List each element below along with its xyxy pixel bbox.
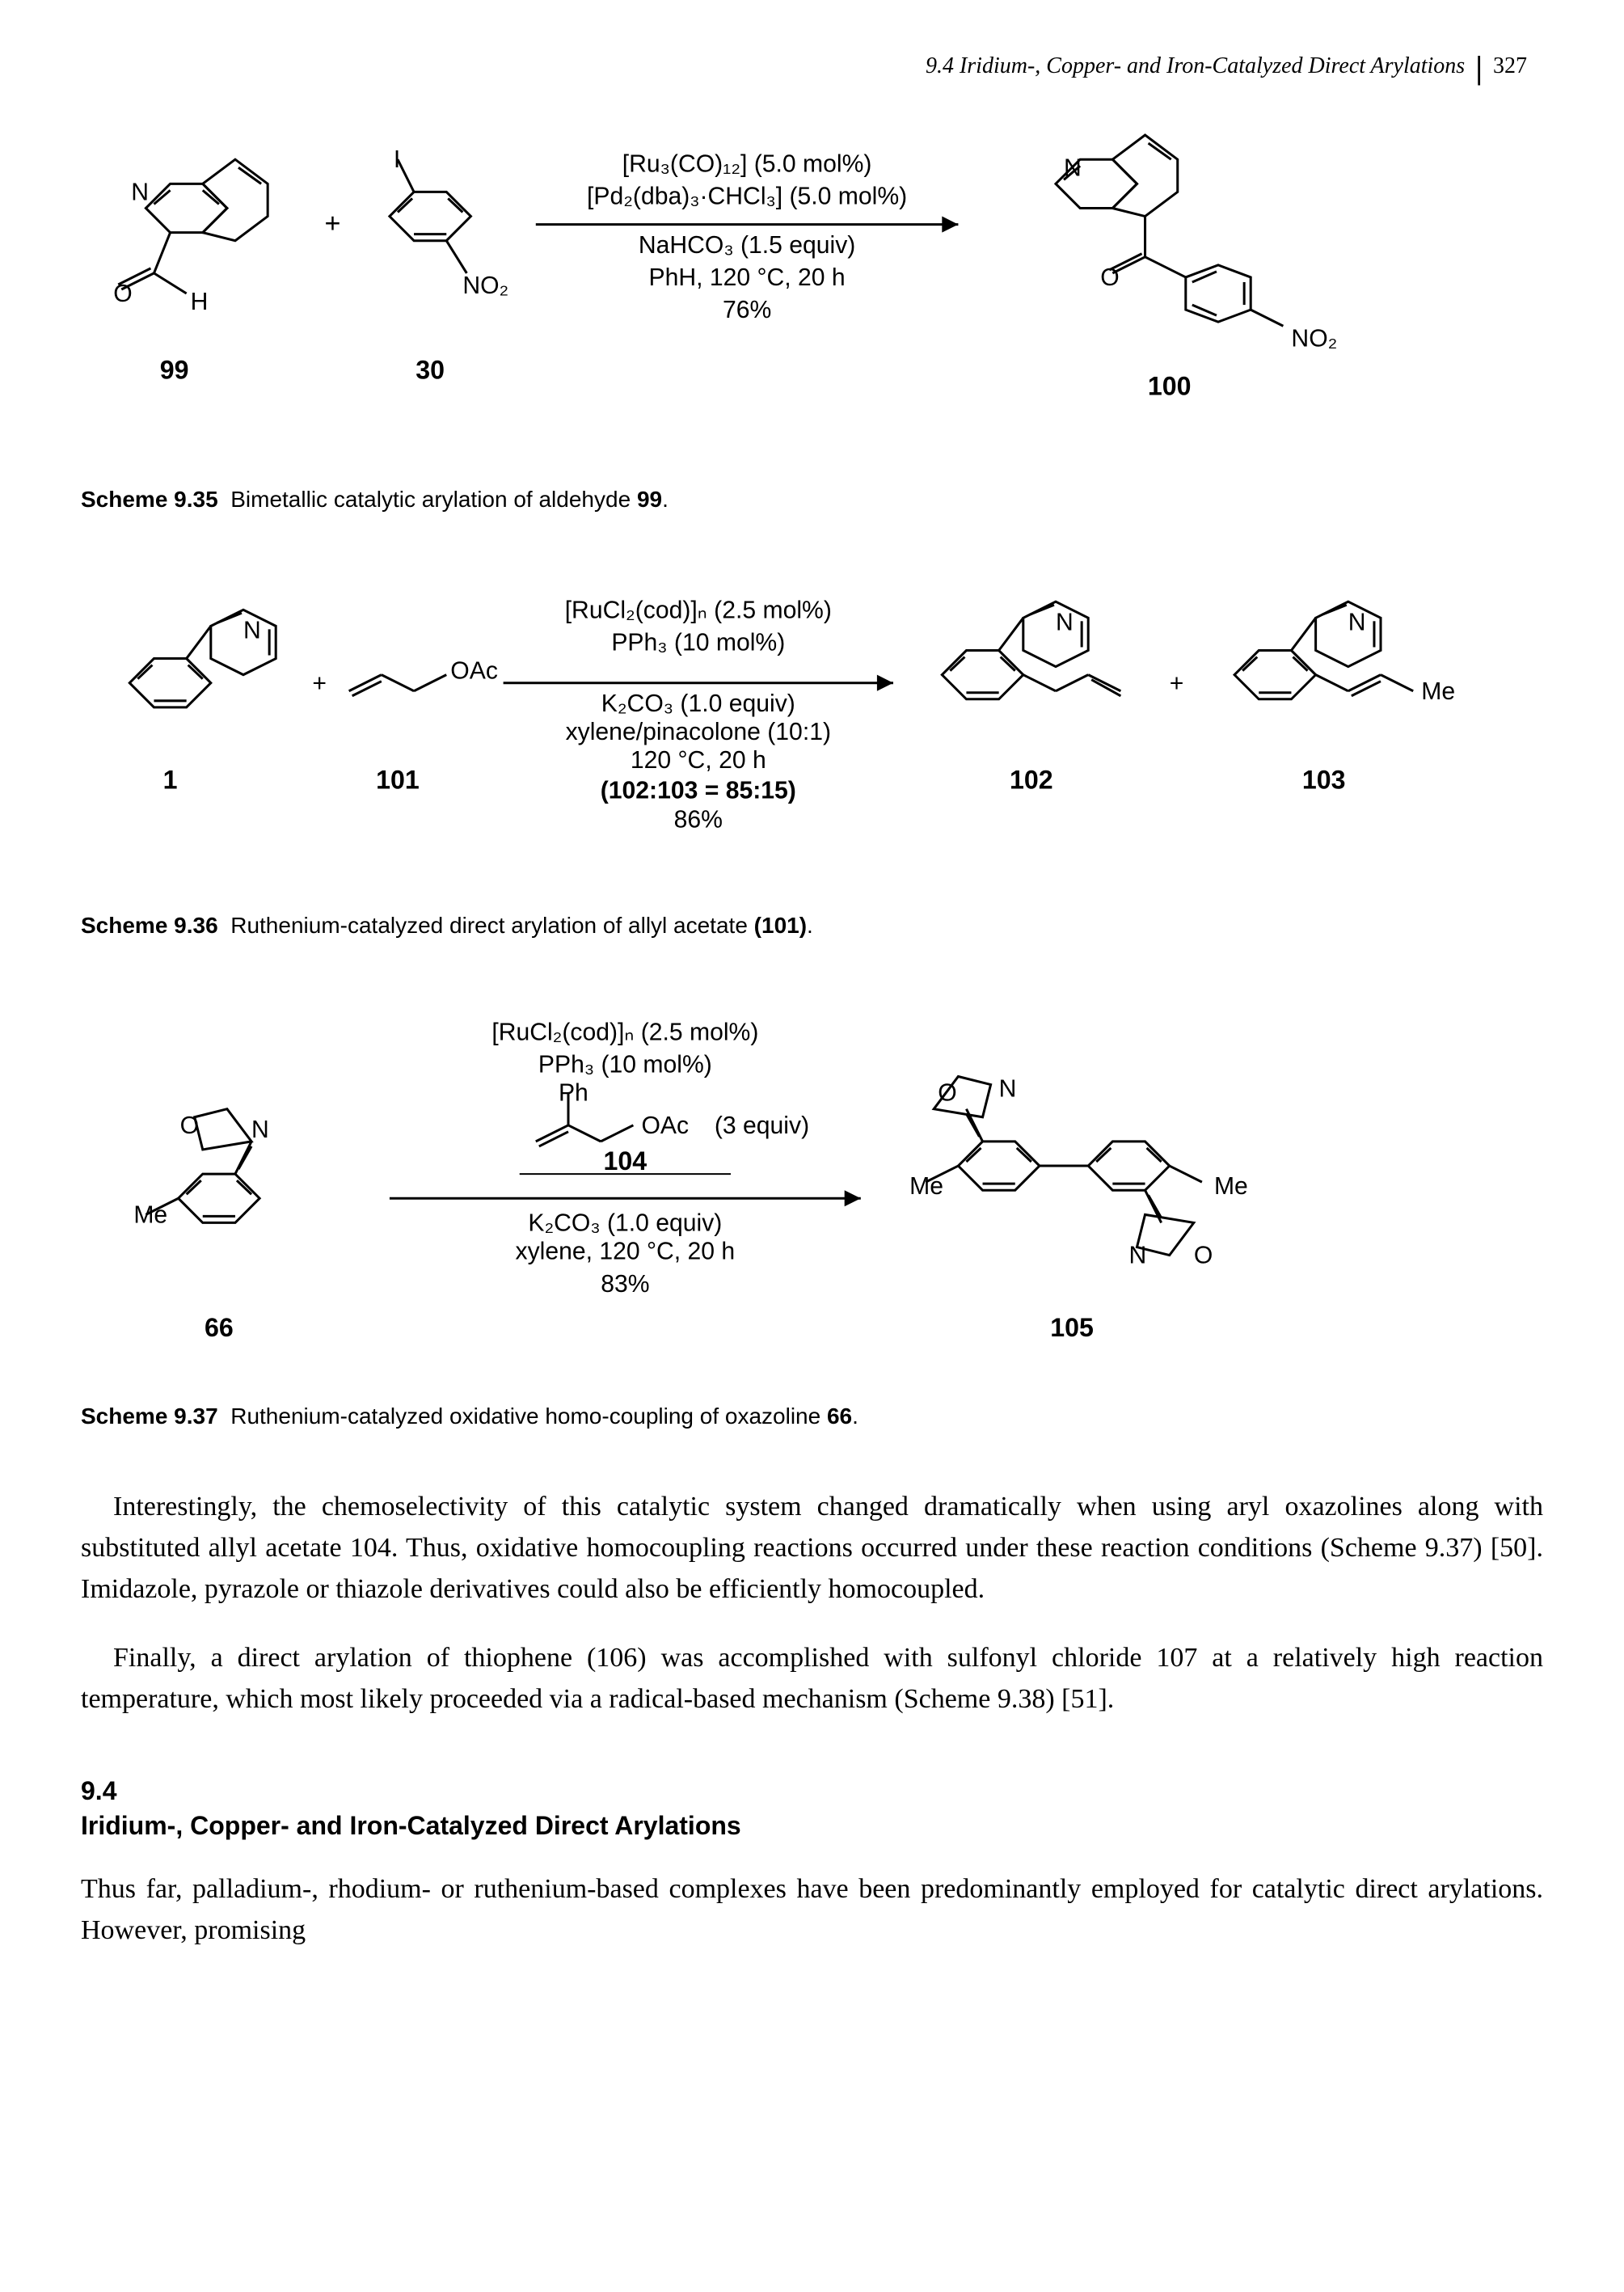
svg-text:83%: 83% xyxy=(601,1271,649,1298)
svg-text:Me: Me xyxy=(909,1173,943,1200)
svg-text:N: N xyxy=(251,1116,269,1143)
scheme-text: Ruthenium-catalyzed oxidative homo-coupl… xyxy=(230,1403,820,1429)
svg-text:O: O xyxy=(1194,1243,1213,1269)
scheme-9-35-svg: O H N I NO₂ + O N NO₂ [Ru₃(CO)₁₂] (5.0 m… xyxy=(81,127,1543,468)
section-title: Iridium-, Copper- and Iron-Catalyzed Dir… xyxy=(81,1811,741,1840)
header-running-title: 9.4 Iridium-, Copper- and Iron-Catalyzed… xyxy=(926,53,1465,78)
page-number: 327 xyxy=(1493,53,1527,78)
svg-text:N: N xyxy=(1064,154,1082,181)
paragraph-1: Interestingly, the chemoselectivity of t… xyxy=(81,1486,1543,1610)
header-divider: | xyxy=(1475,49,1483,86)
svg-text:K₂CO₃ (1.0 equiv): K₂CO₃ (1.0 equiv) xyxy=(601,690,795,717)
section-heading-9-4: 9.4 Iridium-, Copper- and Iron-Catalyzed… xyxy=(81,1776,1543,1841)
svg-text:[RuCl₂(cod)]ₙ (2.5 mol%): [RuCl₂(cod)]ₙ (2.5 mol%) xyxy=(565,597,832,623)
svg-text:PPh₃ (10 mol%): PPh₃ (10 mol%) xyxy=(538,1052,712,1078)
scheme-text: Bimetallic catalytic arylation of aldehy… xyxy=(230,487,631,512)
scheme-9-35: O H N I NO₂ + O N NO₂ [Ru₃(CO)₁₂] (5.0 m… xyxy=(81,127,1543,513)
section-num: 9.4 xyxy=(81,1776,1543,1806)
scheme-label: Scheme 9.37 xyxy=(81,1403,218,1429)
svg-text:N: N xyxy=(243,618,261,644)
svg-text:+: + xyxy=(1170,670,1184,697)
svg-text:OAc: OAc xyxy=(641,1112,689,1139)
svg-text:103: 103 xyxy=(1302,765,1346,794)
svg-text:H: H xyxy=(191,289,209,315)
svg-text:xylene, 120 °C, 20 h: xylene, 120 °C, 20 h xyxy=(516,1239,736,1265)
scheme-num: (101) xyxy=(754,913,807,938)
scheme-9-37: Me O N [RuCl₂(cod)]ₙ (2.5 mol%) PPh₃ (10… xyxy=(81,995,1543,1429)
svg-text:O: O xyxy=(180,1112,199,1139)
svg-text:PPh₃ (10 mol%): PPh₃ (10 mol%) xyxy=(611,630,785,656)
scheme-9-36-caption: Scheme 9.36 Ruthenium-catalyzed direct a… xyxy=(81,913,1543,939)
svg-text:101: 101 xyxy=(376,765,420,794)
svg-text:30: 30 xyxy=(415,356,445,385)
svg-text:OAc: OAc xyxy=(450,658,498,685)
svg-text:+: + xyxy=(312,670,327,697)
svg-text:(3 equiv): (3 equiv) xyxy=(715,1112,809,1139)
scheme-num: 99 xyxy=(637,487,662,512)
svg-text:[Ru₃(CO)₁₂] (5.0 mol%): [Ru₃(CO)₁₂] (5.0 mol%) xyxy=(622,150,872,177)
svg-text:76%: 76% xyxy=(723,297,771,323)
svg-text:Me: Me xyxy=(1421,678,1455,705)
svg-text:I: I xyxy=(394,146,400,173)
scheme-label: Scheme 9.35 xyxy=(81,487,218,512)
scheme-text: Ruthenium-catalyzed direct arylation of … xyxy=(230,913,748,938)
scheme-label: Scheme 9.36 xyxy=(81,913,218,938)
svg-text:N: N xyxy=(1056,609,1074,635)
svg-text:104: 104 xyxy=(604,1146,647,1176)
svg-text:N: N xyxy=(1348,609,1366,635)
svg-text:Me: Me xyxy=(133,1201,167,1228)
running-header: 9.4 Iridium-, Copper- and Iron-Catalyzed… xyxy=(81,49,1543,87)
svg-text:NO₂: NO₂ xyxy=(462,272,508,299)
svg-text:NO₂: NO₂ xyxy=(1291,325,1337,352)
svg-text:66: 66 xyxy=(205,1313,234,1342)
svg-text:99: 99 xyxy=(160,356,189,385)
scheme-9-35-caption: Scheme 9.35 Bimetallic catalytic arylati… xyxy=(81,487,1543,513)
para1-text: Interestingly, the chemoselectivity of t… xyxy=(81,1492,1543,1604)
para3-text: Thus far, palladium-, rhodium- or ruthen… xyxy=(81,1874,1543,1945)
svg-text:O: O xyxy=(938,1080,956,1107)
svg-text:100: 100 xyxy=(1148,372,1192,401)
svg-text:(102:103 = 85:15): (102:103 = 85:15) xyxy=(601,778,796,804)
svg-text:105: 105 xyxy=(1050,1313,1094,1342)
paragraph-3: Thus far, palladium-, rhodium- or ruthen… xyxy=(81,1868,1543,1951)
scheme-num: 66 xyxy=(827,1403,852,1429)
svg-text:120 °C, 20 h: 120 °C, 20 h xyxy=(631,747,766,774)
paragraph-2: Finally, a direct arylation of thiophene… xyxy=(81,1637,1543,1720)
svg-text:Me: Me xyxy=(1214,1173,1248,1200)
svg-text:NaHCO₃ (1.5 equiv): NaHCO₃ (1.5 equiv) xyxy=(639,232,855,259)
scheme-9-37-svg: Me O N [RuCl₂(cod)]ₙ (2.5 mol%) PPh₃ (10… xyxy=(81,995,1543,1385)
svg-text:O: O xyxy=(113,281,132,307)
svg-text:N: N xyxy=(1128,1243,1146,1269)
svg-text:N: N xyxy=(999,1076,1017,1103)
svg-text:+: + xyxy=(325,209,341,239)
svg-text:1: 1 xyxy=(163,765,178,794)
scheme-9-36-svg: N + OAc [RuCl₂(cod)]ₙ (2.5 mol%) PPh₃ (1… xyxy=(81,569,1543,894)
svg-text:N: N xyxy=(131,179,149,205)
svg-text:Ph: Ph xyxy=(559,1080,588,1107)
svg-text:86%: 86% xyxy=(674,807,723,834)
svg-text:[Pd₂(dba)₃·CHCl₃] (5.0 mol%): [Pd₂(dba)₃·CHCl₃] (5.0 mol%) xyxy=(587,183,907,209)
scheme-9-36: N + OAc [RuCl₂(cod)]ₙ (2.5 mol%) PPh₃ (1… xyxy=(81,569,1543,939)
svg-text:[RuCl₂(cod)]ₙ (2.5 mol%): [RuCl₂(cod)]ₙ (2.5 mol%) xyxy=(491,1019,758,1045)
para2-text: Finally, a direct arylation of thiophene… xyxy=(81,1643,1543,1714)
scheme-9-37-caption: Scheme 9.37 Ruthenium-catalyzed oxidativ… xyxy=(81,1403,1543,1429)
svg-text:xylene/pinacolone (10:1): xylene/pinacolone (10:1) xyxy=(566,719,831,745)
svg-text:K₂CO₃ (1.0 equiv): K₂CO₃ (1.0 equiv) xyxy=(528,1210,722,1237)
svg-text:102: 102 xyxy=(1010,765,1053,794)
svg-text:O: O xyxy=(1100,264,1119,291)
svg-text:PhH, 120 °C, 20 h: PhH, 120 °C, 20 h xyxy=(649,264,846,291)
